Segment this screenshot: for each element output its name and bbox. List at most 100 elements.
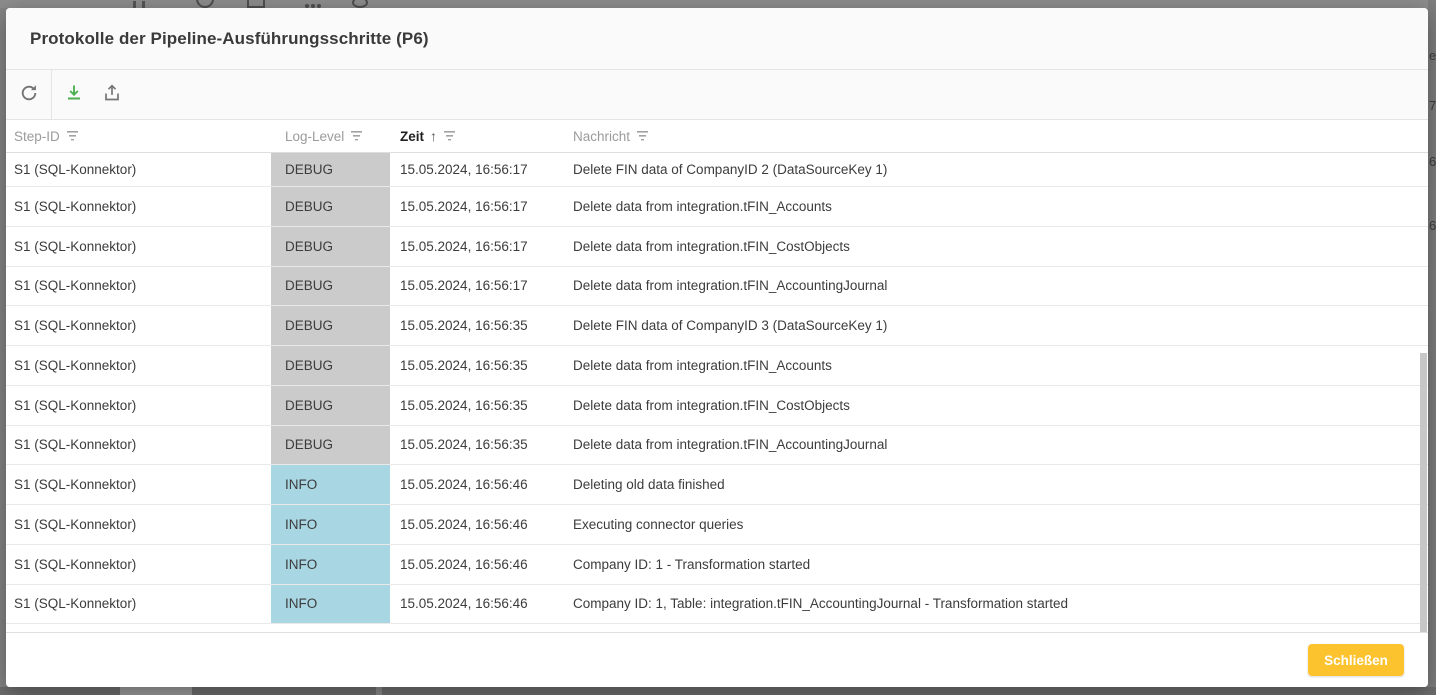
cell-message: Company ID: 1 - Transformation started <box>573 556 811 572</box>
column-header-zeit[interactable]: Zeit ↑ <box>390 128 565 144</box>
cell-log-level: DEBUG <box>271 153 390 186</box>
cell-time: 15.05.2024, 16:56:17 <box>400 198 528 214</box>
background-fragment <box>376 687 382 695</box>
table-row[interactable]: S1 (SQL-Konnektor) DEBUG 15.05.2024, 16:… <box>6 425 1428 466</box>
column-label: Nachricht <box>573 128 631 144</box>
column-label: Step-ID <box>14 128 60 144</box>
cell-step-id: S1 (SQL-Konnektor) <box>14 397 137 413</box>
cell-time: 15.05.2024, 16:56:17 <box>400 238 528 254</box>
cell-message: Delete data from integration.tFIN_Accoun… <box>573 198 832 214</box>
cell-log-level: DEBUG <box>271 425 390 465</box>
export-button[interactable] <box>97 78 127 112</box>
cell-time: 15.05.2024, 16:56:46 <box>400 556 528 572</box>
table-row[interactable]: S1 (SQL-Konnektor) DEBUG 15.05.2024, 16:… <box>6 226 1428 267</box>
column-header-step-id[interactable]: Step-ID <box>6 129 271 144</box>
table-row[interactable]: S1 (SQL-Konnektor) DEBUG 15.05.2024, 16:… <box>6 306 1428 346</box>
dialog-titlebar: Protokolle der Pipeline-Ausführungsschri… <box>6 8 1428 70</box>
cell-time: 15.05.2024, 16:56:46 <box>400 596 528 612</box>
cell-message: Delete data from integration.tFIN_Accoun… <box>573 357 832 373</box>
refresh-icon <box>19 83 39 106</box>
cell-log-level: INFO <box>271 584 390 624</box>
cell-message: Delete data from integration.tFIN_Accoun… <box>573 278 888 294</box>
cell-time: 15.05.2024, 16:56:17 <box>400 278 528 294</box>
cell-step-id: S1 (SQL-Konnektor) <box>14 278 137 294</box>
background-page-top-edge <box>0 0 1436 8</box>
table-row[interactable]: S1 (SQL-Konnektor) INFO 15.05.2024, 16:5… <box>6 465 1428 505</box>
filter-icon[interactable] <box>443 129 456 144</box>
table-row[interactable]: S1 (SQL-Konnektor) INFO 15.05.2024, 16:5… <box>6 584 1428 625</box>
table-header-row: Step-ID Log-Level Zeit ↑ Nachricht <box>6 120 1428 153</box>
vertical-scrollbar-thumb[interactable] <box>1420 353 1427 633</box>
background-text-fragment: 6 <box>1429 154 1436 169</box>
cell-time: 15.05.2024, 16:56:35 <box>400 318 528 334</box>
table-row[interactable]: S1 (SQL-Konnektor) INFO 15.05.2024, 16:5… <box>6 544 1428 585</box>
cell-step-id: S1 (SQL-Konnektor) <box>14 437 137 453</box>
cell-step-id: S1 (SQL-Konnektor) <box>14 318 137 334</box>
export-upload-icon <box>102 83 122 106</box>
cell-step-id: S1 (SQL-Konnektor) <box>14 516 137 532</box>
cell-message: Delete FIN data of CompanyID 3 (DataSour… <box>573 318 888 334</box>
cell-time: 15.05.2024, 16:56:35 <box>400 357 528 373</box>
cell-message: Delete data from integration.tFIN_Accoun… <box>573 437 888 453</box>
table-row[interactable]: S1 (SQL-Konnektor) DEBUG 15.05.2024, 16:… <box>6 187 1428 227</box>
obscured-gear-icon <box>305 2 321 8</box>
cell-time: 15.05.2024, 16:56:46 <box>400 477 528 493</box>
download-icon <box>64 83 84 106</box>
log-table-body: S1 (SQL-Konnektor) DEBUG 15.05.2024, 16:… <box>6 153 1428 625</box>
filter-icon[interactable] <box>66 129 79 144</box>
table-row[interactable]: S1 (SQL-Konnektor) DEBUG 15.05.2024, 16:… <box>6 346 1428 386</box>
cell-message: Deleting old data finished <box>573 477 725 493</box>
column-header-nachricht[interactable]: Nachricht <box>565 129 1428 144</box>
table-row[interactable]: S1 (SQL-Konnektor) INFO 15.05.2024, 16:5… <box>6 505 1428 545</box>
obscured-bars-icon <box>133 1 145 8</box>
cell-log-level: DEBUG <box>271 266 390 306</box>
cell-step-id: S1 (SQL-Konnektor) <box>14 556 137 572</box>
cell-time: 15.05.2024, 16:56:46 <box>400 516 528 532</box>
cell-message: Delete data from integration.tFIN_CostOb… <box>573 397 850 413</box>
column-label: Zeit <box>400 128 425 144</box>
background-page-right-edge: e 7 6 6 <box>1428 0 1436 695</box>
obscured-circle-icon <box>352 0 368 8</box>
cell-message: Executing connector queries <box>573 516 744 532</box>
cell-step-id: S1 (SQL-Konnektor) <box>14 162 137 177</box>
cell-message: Company ID: 1, Table: integration.tFIN_A… <box>573 596 1068 612</box>
dialog-footer: Schließen <box>6 632 1428 687</box>
refresh-button[interactable] <box>14 78 44 112</box>
table-row[interactable]: S1 (SQL-Konnektor) DEBUG 15.05.2024, 16:… <box>6 385 1428 426</box>
background-text-fragment: 6 <box>1429 218 1436 233</box>
dialog-title: Protokolle der Pipeline-Ausführungsschri… <box>30 28 429 48</box>
cell-step-id: S1 (SQL-Konnektor) <box>14 357 137 373</box>
cell-log-level: DEBUG <box>271 306 390 345</box>
cell-log-level: INFO <box>271 465 390 504</box>
pipeline-logs-dialog: Protokolle der Pipeline-Ausführungsschri… <box>6 8 1428 687</box>
background-text-fragment: e <box>1429 48 1436 63</box>
obscured-refresh-icon <box>196 0 214 8</box>
download-logs-button[interactable] <box>59 78 89 112</box>
filter-icon[interactable] <box>636 129 649 144</box>
column-header-log-level[interactable]: Log-Level <box>271 129 390 144</box>
table-row[interactable]: S1 (SQL-Konnektor) DEBUG 15.05.2024, 16:… <box>6 153 1428 187</box>
toolbar-divider <box>51 70 52 119</box>
cell-log-level: INFO <box>271 505 390 544</box>
dialog-toolbar <box>6 70 1428 120</box>
obscured-save-icon <box>247 0 265 8</box>
filter-icon[interactable] <box>350 129 363 144</box>
cell-time: 15.05.2024, 16:56:17 <box>400 162 528 177</box>
cell-time: 15.05.2024, 16:56:35 <box>400 437 528 453</box>
cell-time: 15.05.2024, 16:56:35 <box>400 397 528 413</box>
cell-log-level: DEBUG <box>271 385 390 425</box>
column-label: Log-Level <box>285 128 345 144</box>
background-page-bottom-edge <box>0 687 1436 695</box>
cell-step-id: S1 (SQL-Konnektor) <box>14 477 137 493</box>
table-row[interactable]: S1 (SQL-Konnektor) DEBUG 15.05.2024, 16:… <box>6 266 1428 307</box>
close-button[interactable]: Schließen <box>1308 644 1404 676</box>
cell-log-level: DEBUG <box>271 226 390 266</box>
cell-message: Delete data from integration.tFIN_CostOb… <box>573 238 850 254</box>
background-text-fragment: 7 <box>1429 98 1436 113</box>
cell-log-level: INFO <box>271 544 390 584</box>
cell-log-level: DEBUG <box>271 187 390 226</box>
background-fragment <box>120 687 192 695</box>
sort-ascending-icon: ↑ <box>430 128 438 144</box>
cell-step-id: S1 (SQL-Konnektor) <box>14 238 137 254</box>
cell-message: Delete FIN data of CompanyID 2 (DataSour… <box>573 162 888 177</box>
